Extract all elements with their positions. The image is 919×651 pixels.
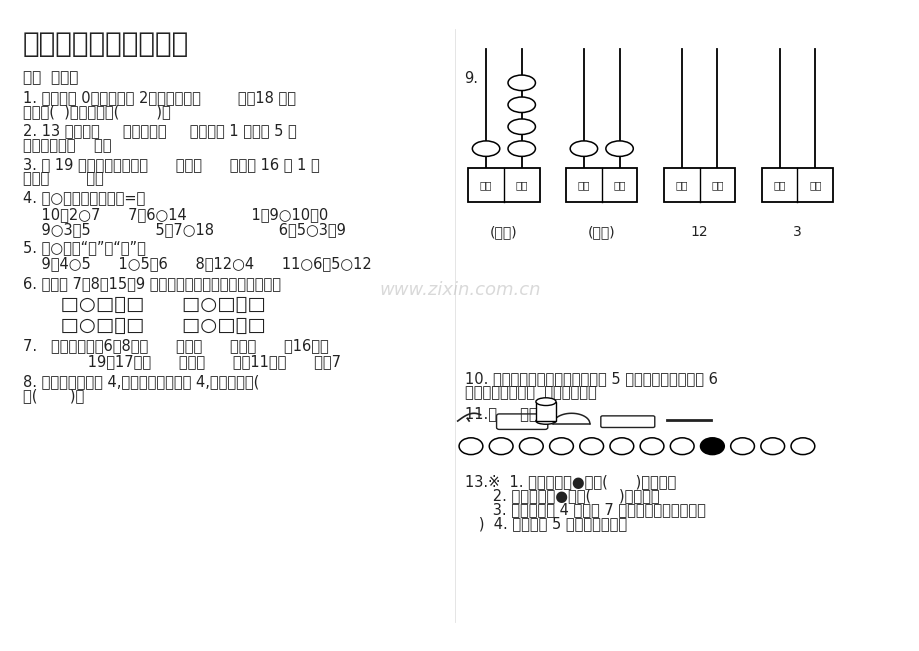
Text: 个位: 个位 — [710, 180, 723, 190]
Ellipse shape — [507, 75, 535, 90]
Text: 位上是(  )，十位上是(        )。: 位上是( )，十位上是( )。 — [23, 104, 170, 119]
Text: 十位: 十位 — [577, 180, 589, 190]
Text: 个位: 个位 — [613, 180, 625, 190]
Circle shape — [760, 438, 784, 454]
FancyBboxPatch shape — [468, 168, 539, 202]
Circle shape — [730, 438, 754, 454]
Text: 个位: 个位 — [515, 180, 528, 190]
FancyBboxPatch shape — [761, 168, 833, 202]
Ellipse shape — [507, 119, 535, 135]
Text: 数是（        ）。: 数是（ ）。 — [23, 171, 104, 186]
Text: (　　): ( ) — [490, 225, 517, 239]
Ellipse shape — [535, 418, 555, 424]
Text: 一年级数学期末练习题: 一年级数学期末练习题 — [23, 30, 189, 58]
Text: 19、17、（      ）、（      ）、11、（      ）、7: 19、17、（ ）、（ ）、11、（ ）、7 — [23, 355, 341, 370]
Text: 9○3＋5              5＋7○18              6＋5○3＋9: 9○3＋5 5＋7○18 6＋5○3＋9 — [23, 222, 346, 237]
Text: 十位: 十位 — [675, 180, 687, 190]
Text: 个位: 个位 — [808, 180, 821, 190]
Text: 3. 把从左数第 4 个、第 7 个涂上你喜欢的颜色。: 3. 把从左数第 4 个、第 7 个涂上你喜欢的颜色。 — [464, 503, 705, 518]
Text: )  4. 把右边的 5 个珠子圈起来。: ) 4. 把右边的 5 个珠子圈起来。 — [464, 516, 626, 532]
Circle shape — [670, 438, 693, 454]
Text: 12: 12 — [690, 225, 708, 239]
FancyBboxPatch shape — [496, 414, 547, 430]
Circle shape — [699, 438, 723, 454]
Ellipse shape — [507, 97, 535, 113]
Text: 7.   按规律填空：6、8、（      ）、（      ）、（      ）16、（: 7. 按规律填空：6、8、（ ）、（ ）、（ ）16、（ — [23, 339, 328, 353]
Text: 3. 与 19 相邻的两个数是（      ）和（      ）。比 16 少 1 的: 3. 与 19 相邻的两个数是（ ）和（ ）。比 16 少 1 的 — [23, 157, 319, 172]
Circle shape — [459, 438, 482, 454]
Circle shape — [640, 438, 664, 454]
Text: 2. 从右数起，●是第(      )个珠子。: 2. 从右数起，●是第( )个珠子。 — [464, 488, 659, 503]
Ellipse shape — [570, 141, 597, 156]
Text: 11.把     圈出来。: 11.把 圈出来。 — [464, 406, 554, 421]
Text: 5. 在○填上“＋”或“－”。: 5. 在○填上“＋”或“－”。 — [23, 240, 145, 255]
Text: (　　): ( ) — [587, 225, 615, 239]
FancyBboxPatch shape — [535, 402, 555, 421]
Text: 8. 有两个数相加得 4,这两个数相减也得 4,这两个数是(: 8. 有两个数相加得 4,这两个数相减也得 4,这两个数是( — [23, 374, 259, 389]
Circle shape — [549, 438, 573, 454]
Text: 3: 3 — [792, 225, 801, 239]
Text: □○□＝□      □○□＝□: □○□＝□ □○□＝□ — [23, 316, 266, 335]
Text: 13.※  1. 从左数起，●是第(      )个珠子。: 13.※ 1. 从左数起，●是第( )个珠子。 — [464, 474, 675, 489]
Text: 十位: 十位 — [773, 180, 785, 190]
Text: 1. 个位上是 0，十位上是 2，这个数是（        ）。18 的个: 1. 个位上是 0，十位上是 2，这个数是（ ）。18 的个 — [23, 90, 296, 105]
Text: 4. 在○里填上＞、＜或=。: 4. 在○里填上＞、＜或=。 — [23, 191, 145, 206]
Ellipse shape — [507, 141, 535, 156]
Text: 和(       )。: 和( )。 — [23, 388, 84, 403]
Text: 2. 13 里面有（     ）个十和（     ）个一。 1 个十和 5 个: 2. 13 里面有（ ）个十和（ ）个一。 1 个十和 5 个 — [23, 124, 296, 139]
Circle shape — [579, 438, 603, 454]
Text: □○□＝□      □○□＝□: □○□＝□ □○□＝□ — [23, 294, 266, 314]
Text: 9.: 9. — [464, 70, 478, 85]
FancyBboxPatch shape — [664, 168, 734, 202]
Text: 10. 小红有一本书，第一天看到第 5 页，第二天接着看了 6: 10. 小红有一本书，第一天看到第 5 页，第二天接着看了 6 — [464, 370, 717, 385]
Text: 6. 请你从 7、8、15、9 中选出三个数，组成不同的算式。: 6. 请你从 7、8、15、9 中选出三个数，组成不同的算式。 — [23, 276, 280, 291]
Text: 10－2○7      7＋6○14              1＋9○10－0: 10－2○7 7＋6○14 1＋9○10－0 — [23, 207, 328, 222]
Ellipse shape — [471, 141, 499, 156]
Circle shape — [489, 438, 513, 454]
Text: 9＝4○5      1○5＝6      8＝12○4      11○6＝5○12: 9＝4○5 1○5＝6 8＝12○4 11○6＝5○12 — [23, 256, 371, 271]
Circle shape — [790, 438, 814, 454]
Text: 一合起来是（    ）。: 一合起来是（ ）。 — [23, 137, 111, 153]
Text: 十位: 十位 — [480, 180, 492, 190]
Ellipse shape — [535, 398, 555, 406]
Text: 页。第三天从第（  ）页开始看。: 页。第三天从第（ ）页开始看。 — [464, 385, 596, 400]
Circle shape — [519, 438, 542, 454]
Text: 一、  填空。: 一、 填空。 — [23, 70, 78, 85]
Text: www.zixin.com.cn: www.zixin.com.cn — [379, 281, 540, 299]
Ellipse shape — [606, 141, 632, 156]
Circle shape — [609, 438, 633, 454]
FancyBboxPatch shape — [565, 168, 637, 202]
FancyBboxPatch shape — [600, 416, 654, 428]
